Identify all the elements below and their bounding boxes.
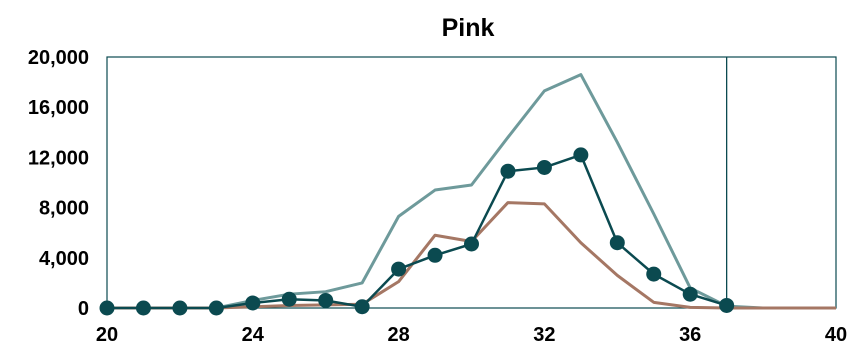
series-3-point — [208, 300, 224, 316]
y-tick-label: 4,000 — [39, 248, 89, 270]
series-3-point — [609, 235, 625, 251]
series-3-point — [464, 236, 479, 252]
x-tick-label: 20 — [96, 324, 118, 346]
x-tick-label: 24 — [242, 324, 265, 346]
series-3 — [99, 147, 735, 316]
y-tick-label: 8,000 — [39, 198, 89, 220]
x-tick-label: 28 — [387, 324, 409, 346]
series-3-point — [281, 291, 297, 307]
series-3-point — [245, 295, 261, 311]
series-3-point — [646, 266, 662, 282]
series-3-point — [354, 299, 370, 315]
series-3-point — [536, 159, 552, 175]
plot-area-border — [106, 56, 837, 309]
series-3-point — [135, 300, 151, 316]
series-3-point — [573, 147, 589, 163]
y-tick-label: 12,000 — [28, 147, 89, 169]
y-tick-label: 20,000 — [28, 47, 89, 69]
y-tick-label: 0 — [78, 298, 89, 320]
chart-title: Pink — [442, 14, 495, 42]
series-3-point — [719, 297, 735, 313]
series-3-line — [107, 153, 728, 310]
series-3-point — [318, 292, 334, 308]
y-tick-label: 16,000 — [28, 97, 89, 119]
x-tick-label: 32 — [533, 324, 555, 346]
series-3-point — [99, 300, 115, 316]
x-tick-label: 36 — [679, 324, 701, 346]
series-3-point — [172, 300, 188, 316]
series-3-point — [391, 261, 407, 277]
series-3-point — [682, 286, 698, 302]
series-3-point — [500, 163, 516, 179]
x-tick-label: 40 — [825, 324, 847, 346]
series-3-point — [427, 247, 443, 263]
